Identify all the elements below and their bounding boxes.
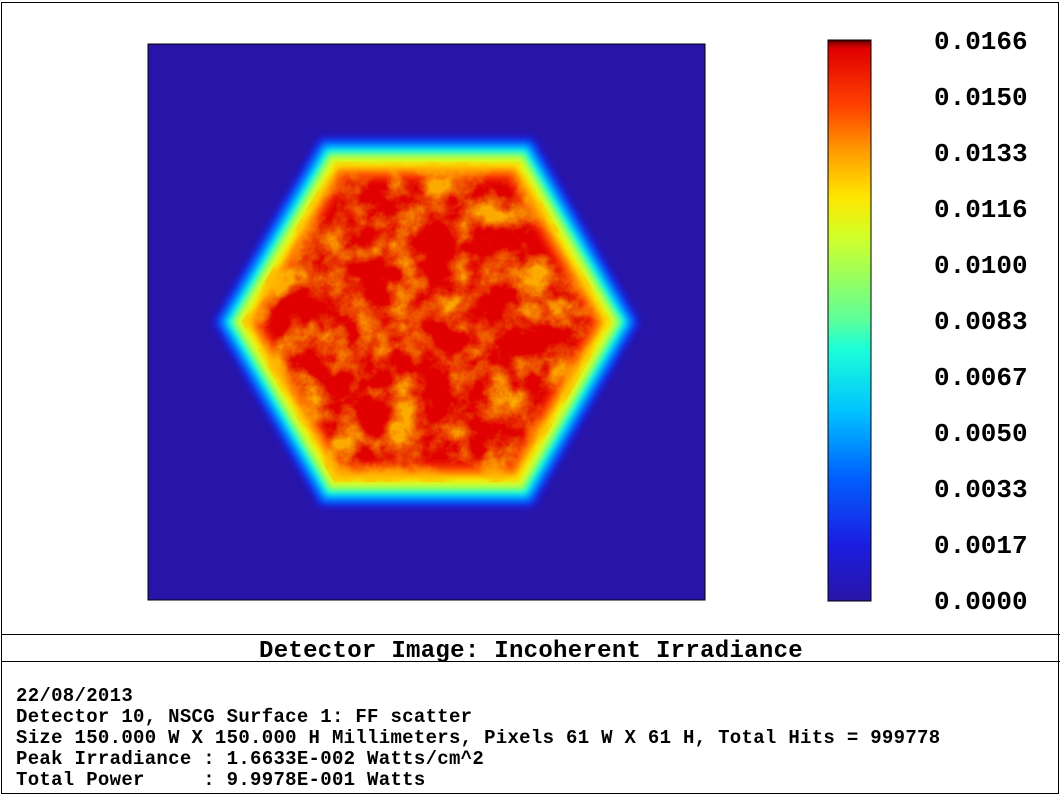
svg-text:0.0083: 0.0083	[934, 307, 1028, 337]
svg-text:0.0116: 0.0116	[934, 195, 1028, 225]
svg-text:0.0050: 0.0050	[934, 419, 1028, 449]
svg-text:0.0000: 0.0000	[934, 587, 1028, 617]
svg-text:0.0100: 0.0100	[934, 251, 1028, 281]
svg-text:0.0033: 0.0033	[934, 475, 1028, 505]
svg-text:0.0133: 0.0133	[934, 139, 1028, 169]
svg-text:0.0067: 0.0067	[934, 363, 1028, 393]
svg-text:0.0150: 0.0150	[934, 83, 1028, 113]
svg-text:0.0166: 0.0166	[934, 27, 1028, 57]
svg-text:0.0017: 0.0017	[934, 531, 1028, 561]
